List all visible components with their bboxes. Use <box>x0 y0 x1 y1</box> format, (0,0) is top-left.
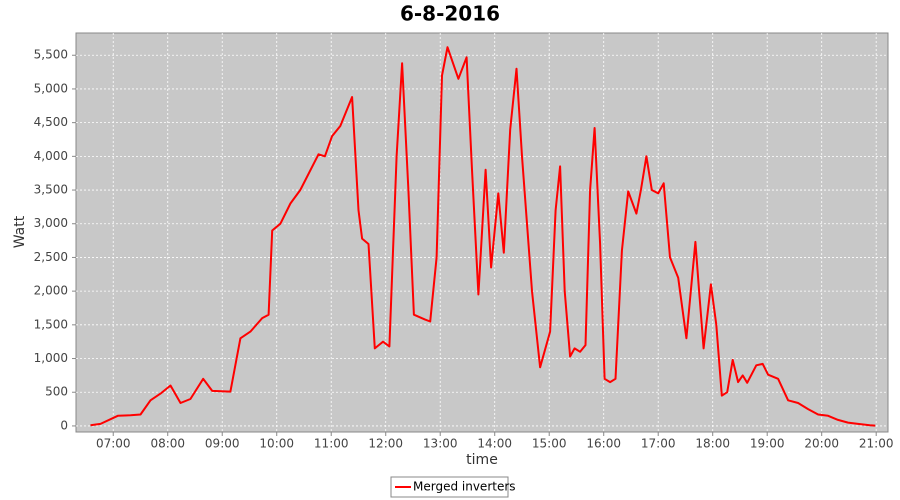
x-tick-label: 21:00 <box>859 437 894 451</box>
x-tick-label: 07:00 <box>96 437 131 451</box>
chart-title: 6-8-2016 <box>400 2 500 26</box>
x-tick-label: 16:00 <box>586 437 621 451</box>
y-tick-label: 1,500 <box>34 317 68 331</box>
y-tick-label: 5,500 <box>34 48 68 62</box>
x-axis-label: time <box>466 452 498 468</box>
x-tick-label: 08:00 <box>150 437 185 451</box>
x-tick-label: 11:00 <box>314 437 349 451</box>
y-tick-label: 0 <box>60 418 68 432</box>
y-tick-label: 5,000 <box>34 81 68 95</box>
series-line <box>90 46 876 427</box>
y-tick-label: 500 <box>45 385 68 399</box>
legend-label: Merged inverters <box>413 480 516 494</box>
y-tick-label: 3,500 <box>34 183 68 197</box>
x-tick-label: 17:00 <box>641 437 676 451</box>
x-tick-label: 19:00 <box>750 437 785 451</box>
y-tick-label: 2,000 <box>34 284 68 298</box>
y-axis-label: Watt <box>12 215 28 248</box>
x-tick-label: 14:00 <box>477 437 512 451</box>
x-tick-label: 13:00 <box>423 437 458 451</box>
y-tick-label: 1,000 <box>34 351 68 365</box>
y-tick-label: 2,500 <box>34 250 68 264</box>
legend-box <box>390 476 509 498</box>
x-tick-label: 20:00 <box>804 437 839 451</box>
x-tick-label: 15:00 <box>532 437 567 451</box>
x-tick-label: 18:00 <box>695 437 730 451</box>
x-tick-label: 10:00 <box>259 437 294 451</box>
x-tick-label: 09:00 <box>205 437 240 451</box>
y-tick-label: 4,500 <box>34 115 68 129</box>
y-tick-label: 4,000 <box>34 149 68 163</box>
x-tick-label: 12:00 <box>368 437 403 451</box>
y-tick-label: 3,000 <box>34 216 68 230</box>
